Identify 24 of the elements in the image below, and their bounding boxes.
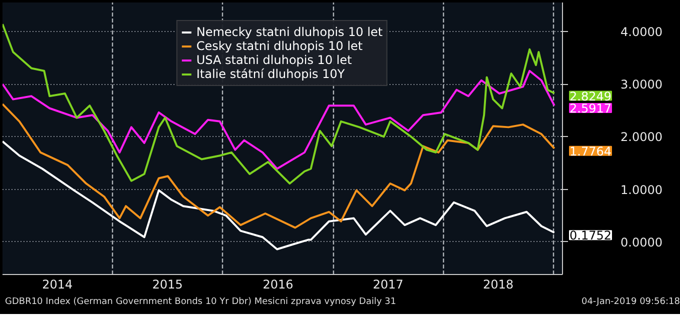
data-label: 2.5917 [570,102,612,116]
line-series [2,70,556,170]
y-tick-label: 0.0000 [620,235,662,250]
data-label: 0.1752 [570,228,612,243]
line-series [2,140,556,250]
text: 04-Jan-2019 09:56:18 [581,296,680,309]
legend-label: Nemecky statni dluhopis 10 let [196,25,383,39]
y-tick-label: 3.0000 [620,78,662,92]
text: GDBR10 Index (German Government Bonds 10 Yr Dbr) Mesicni zprava vynosy Daily 31 [5,296,396,309]
y-tick-label: 2.0000 [620,130,662,144]
line-series [2,103,556,229]
y-tick-label: 4.0000 [620,24,662,39]
x-tick-label: 2014 [42,278,73,292]
x-tick-label: 2016 [262,278,294,292]
data-label: 2.8249 [570,89,612,104]
x-tick-label: 2017 [372,278,404,292]
data-label: 1.7764 [570,144,612,158]
x-tick-label: 2015 [152,278,183,292]
legend-label: Cesky statni dluhopis 10 let [196,39,363,53]
legend-label: USA statni dluhopis 10 let [196,53,352,67]
y-tick-label: 1.0000 [620,182,662,197]
x-tick-label: 2018 [482,278,514,292]
legend-label: Italie státní dluhopis 10Y [196,67,345,81]
line-series [2,23,556,184]
